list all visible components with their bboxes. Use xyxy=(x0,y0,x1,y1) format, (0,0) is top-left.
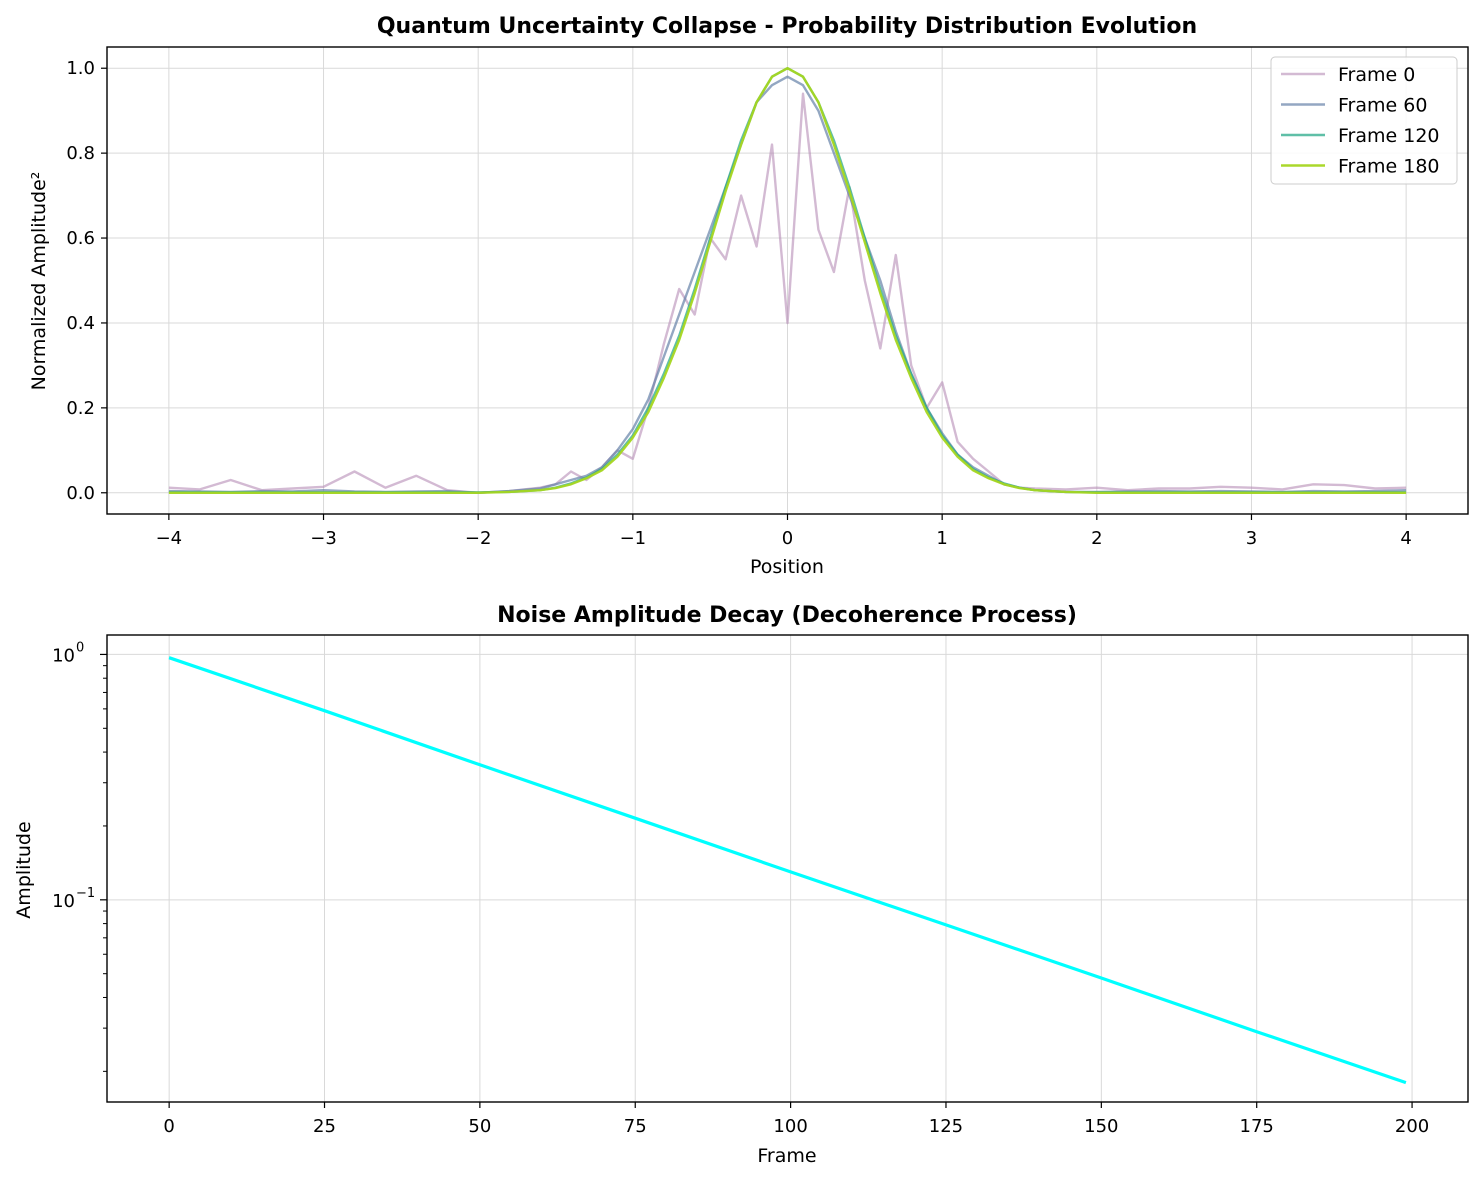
chart1-grid xyxy=(107,47,1468,514)
legend-entry: Frame 60 xyxy=(1338,95,1427,117)
chart1-x-tick-label: −1 xyxy=(620,528,647,549)
decay-line xyxy=(168,656,1407,1085)
chart1-y-tick-label: 0.4 xyxy=(66,313,95,334)
chart2-series xyxy=(168,656,1407,1085)
legend-entry: Frame 120 xyxy=(1338,125,1440,147)
chart2-x-label: Frame xyxy=(757,1145,816,1167)
chart2-axes-frame xyxy=(106,634,1469,1103)
chart1-y-ticks: 0.0 0.2 0.4 0.6 0.8 1.0 xyxy=(66,58,107,504)
chart2-x-tick-label: 50 xyxy=(468,1116,491,1137)
chart1-y-tick-label: 0.0 xyxy=(66,483,95,504)
chart1-x-label: Position xyxy=(750,556,824,578)
chart2-y-tick-label: 10 xyxy=(52,645,75,666)
chart1-x-tick-label: 0 xyxy=(782,528,793,549)
chart1-y-tick-label: 0.2 xyxy=(66,398,95,419)
chart2-x-tick-label: 150 xyxy=(1084,1116,1118,1137)
chart1-legend: Frame 0 Frame 60 Frame 120 Frame 180 xyxy=(1270,56,1458,185)
chart1-x-tick-label: 2 xyxy=(1091,528,1102,549)
chart1-x-tick-label: 1 xyxy=(936,528,947,549)
chart2-x-tick-label: 0 xyxy=(163,1116,174,1137)
chart1-x-tick-label: 4 xyxy=(1400,528,1411,549)
chart2-y-tick-exponent: 0 xyxy=(76,640,84,655)
chart2-x-tick-label: 75 xyxy=(624,1116,647,1137)
chart2-x-tick-label: 125 xyxy=(929,1116,963,1137)
legend-entry: Frame 0 xyxy=(1338,64,1415,86)
chart1-y-tick-label: 1.0 xyxy=(66,58,95,79)
chart1-y-tick-label: 0.8 xyxy=(66,143,95,164)
chart2-x-ticks: 0 25 50 75 100 125 150 175 200 xyxy=(163,1102,1429,1137)
chart1-x-ticks: −4 −3 −2 −1 0 1 2 3 4 xyxy=(156,514,1412,549)
chart1-series xyxy=(168,66,1407,494)
chart2-y-tick-exponent: −1 xyxy=(76,886,95,901)
chart1-x-tick-label: −4 xyxy=(156,528,183,549)
legend-entry: Frame 180 xyxy=(1338,156,1440,178)
probability-chart: Quantum Uncertainty Collapse - Probabili… xyxy=(28,14,1469,578)
decay-chart: Noise Amplitude Decay (Decoherence Proce… xyxy=(13,603,1469,1167)
legend-box xyxy=(1270,56,1458,185)
chart2-grid xyxy=(107,635,1468,1102)
chart2-x-tick-label: 25 xyxy=(313,1116,336,1137)
chart1-y-tick-label: 0.6 xyxy=(66,228,95,249)
chart2-y-label: Amplitude xyxy=(13,821,35,918)
chart2-x-tick-label: 100 xyxy=(773,1116,807,1137)
chart1-y-label: Normalized Amplitude² xyxy=(28,172,50,391)
chart2-x-tick-label: 175 xyxy=(1240,1116,1274,1137)
chart1-x-tick-label: 3 xyxy=(1246,528,1257,549)
chart2-x-tick-label: 200 xyxy=(1395,1116,1429,1137)
series-line-frame-180 xyxy=(168,66,1407,494)
chart2-title: Noise Amplitude Decay (Decoherence Proce… xyxy=(497,603,1077,628)
chart1-title: Quantum Uncertainty Collapse - Probabili… xyxy=(377,14,1197,39)
chart1-x-tick-label: −2 xyxy=(465,528,492,549)
chart1-x-tick-label: −3 xyxy=(310,528,337,549)
chart2-y-tick-label: 10 xyxy=(52,891,75,912)
